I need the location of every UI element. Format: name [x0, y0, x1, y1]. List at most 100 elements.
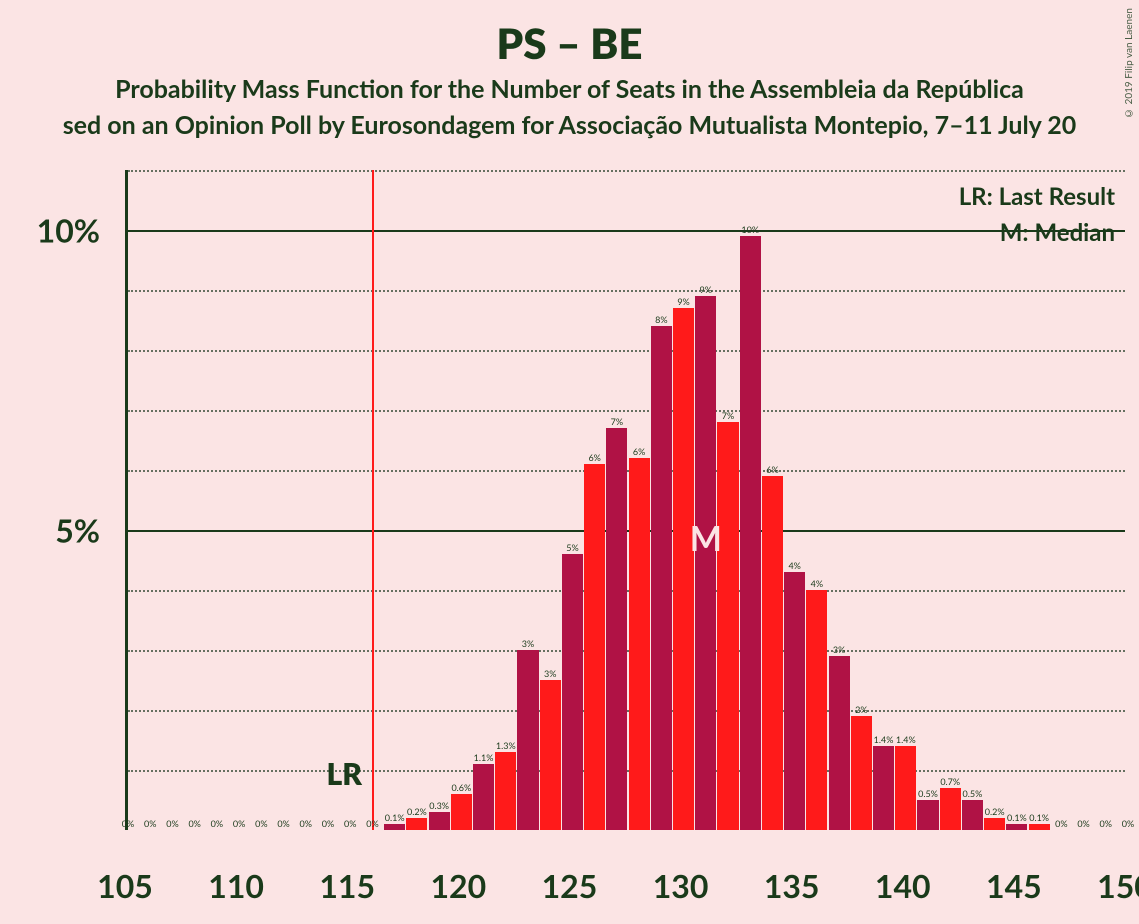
chart: LR: Last Result M: Median LR 0% 0% 0% 0% 0% 0%… [0, 165, 1139, 905]
bar [473, 764, 494, 830]
bar [873, 746, 894, 830]
bar-label: 0.1% [1029, 812, 1049, 823]
bar-label: 3% [544, 668, 556, 679]
bar [940, 788, 961, 830]
bar [717, 422, 738, 830]
bar-label: 7% [722, 410, 734, 421]
bar [762, 476, 783, 830]
bar-label: 0% [277, 818, 289, 829]
bar [406, 818, 427, 830]
bar [629, 458, 650, 830]
bar-label: 8% [655, 314, 667, 325]
bar [584, 464, 605, 830]
bar-label: 9% [700, 284, 712, 295]
y-axis-label: 5% [0, 511, 100, 550]
x-axis-label: 120 [430, 866, 486, 905]
bar-label: 10% [741, 224, 759, 235]
bar-label: 0.5% [918, 788, 938, 799]
bar-label: 0.2% [985, 806, 1005, 817]
bar-label: 0% [322, 818, 334, 829]
bar [517, 650, 538, 830]
bar-label: 1.4% [896, 734, 916, 745]
bar [562, 554, 583, 830]
bar-label: 0% [1055, 818, 1067, 829]
bar-label: 2% [855, 704, 867, 715]
bar [540, 680, 561, 830]
bar [429, 812, 450, 830]
title-sub1: Probability Mass Function for the Number… [0, 74, 1139, 104]
bar-label: 4% [811, 578, 823, 589]
bar-label: 1.3% [496, 740, 516, 751]
bar [651, 326, 672, 830]
bar [606, 428, 627, 830]
gridline [128, 170, 1125, 172]
legend-m: M: Median [1000, 218, 1115, 247]
bar-label: 0.6% [451, 782, 471, 793]
x-axis-label: 105 [97, 866, 153, 905]
bar [784, 572, 805, 830]
bar [984, 818, 1005, 830]
bar-label: 0% [122, 818, 134, 829]
bar [1029, 824, 1050, 830]
bar-label: 4% [788, 560, 800, 571]
title-sub2: sed on an Opinion Poll by Eurosondagem f… [0, 110, 1139, 140]
x-axis-label: 145 [986, 866, 1042, 905]
bar-label: 0.2% [407, 806, 427, 817]
legend-lr: LR: Last Result [959, 182, 1115, 211]
bar-label: 0% [300, 818, 312, 829]
bar [851, 716, 872, 830]
bar [495, 752, 516, 830]
bar [695, 296, 716, 830]
bar [962, 800, 983, 830]
bar-label: 0.3% [429, 800, 449, 811]
bar [384, 824, 405, 830]
bar-label: 6% [633, 446, 645, 457]
x-axis-label: 140 [875, 866, 931, 905]
bar-label: 0% [1100, 818, 1112, 829]
x-axis-label: 125 [542, 866, 598, 905]
bar-label: 0% [1077, 818, 1089, 829]
bar-label: 0.5% [963, 788, 983, 799]
bar [829, 656, 850, 830]
bar-label: 0.7% [940, 776, 960, 787]
bar-label: 0% [233, 818, 245, 829]
bar-label: 0.1% [385, 812, 405, 823]
bar [917, 800, 938, 830]
lr-label: LR [326, 756, 361, 792]
bar [806, 590, 827, 830]
x-axis-label: 135 [764, 866, 820, 905]
bar-label: 5% [566, 542, 578, 553]
y-axis-label: 10% [0, 211, 100, 250]
lr-line [372, 170, 374, 830]
copyright-text: © 2019 Filip van Laenen [1123, 8, 1135, 119]
bar-label: 0% [166, 818, 178, 829]
bar-label: 0.1% [1007, 812, 1027, 823]
bar-label: 0% [144, 818, 156, 829]
title-main: PS – BE [0, 18, 1139, 68]
bar-label: 0% [366, 818, 378, 829]
bar-label: 3% [833, 644, 845, 655]
plot-area: LR: Last Result M: Median LR 0% 0% 0% 0% 0% 0%… [125, 170, 1125, 830]
bar-label: 0% [188, 818, 200, 829]
gridline [128, 290, 1125, 292]
bar-label: 9% [677, 296, 689, 307]
bar-label: 0% [211, 818, 223, 829]
bar-label: 7% [611, 416, 623, 427]
bar [673, 308, 694, 830]
x-axis-label: 115 [319, 866, 375, 905]
bar-label: 0% [344, 818, 356, 829]
gridline [128, 230, 1125, 232]
bar-label: 6% [588, 452, 600, 463]
bar-label: 1.4% [874, 734, 894, 745]
bar [740, 236, 761, 830]
bar-label: 3% [522, 638, 534, 649]
x-axis-label: 130 [653, 866, 709, 905]
bar [451, 794, 472, 830]
bar [1006, 824, 1027, 830]
x-axis-label: 150 [1097, 866, 1139, 905]
gridline [128, 410, 1125, 412]
median-label: M [690, 518, 722, 559]
bar-label: 0% [255, 818, 267, 829]
bar-label: 0% [1122, 818, 1134, 829]
x-axis-label: 110 [208, 866, 264, 905]
